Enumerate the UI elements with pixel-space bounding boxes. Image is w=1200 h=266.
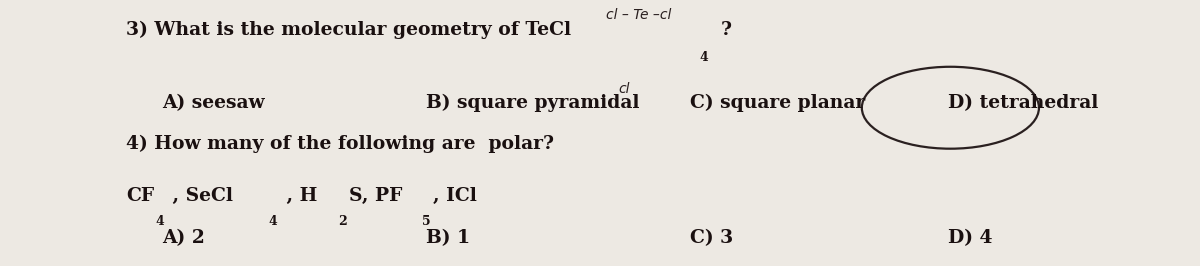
Text: 3) What is the molecular geometry of TeCl: 3) What is the molecular geometry of TeC… [126, 20, 571, 39]
Text: ?: ? [720, 20, 732, 39]
Text: A) seesaw: A) seesaw [162, 94, 265, 112]
Text: B) square pyramidal: B) square pyramidal [426, 93, 640, 112]
Text: D) tetrahedral: D) tetrahedral [948, 94, 1098, 112]
Text: D) 4: D) 4 [948, 229, 992, 247]
Text: 4: 4 [155, 215, 164, 228]
Text: A) 2: A) 2 [162, 229, 205, 247]
Text: C) square planar: C) square planar [690, 93, 865, 112]
Text: 4: 4 [269, 215, 277, 228]
Text: CF: CF [126, 187, 154, 205]
Text: 2: 2 [338, 215, 347, 228]
Text: 4) How many of the following are  polar?: 4) How many of the following are polar? [126, 135, 554, 153]
Text: cl – Te –cl: cl – Te –cl [606, 8, 671, 22]
Text: , H: , H [280, 187, 317, 205]
Text: , SeCl: , SeCl [167, 187, 233, 205]
Text: , ICl: , ICl [433, 187, 478, 205]
Text: cl: cl [618, 82, 630, 96]
Text: B) 1: B) 1 [426, 229, 470, 247]
Text: 4: 4 [698, 51, 708, 64]
Text: S, PF: S, PF [349, 187, 403, 205]
Text: 5: 5 [422, 215, 431, 228]
Text: C) 3: C) 3 [690, 229, 733, 247]
